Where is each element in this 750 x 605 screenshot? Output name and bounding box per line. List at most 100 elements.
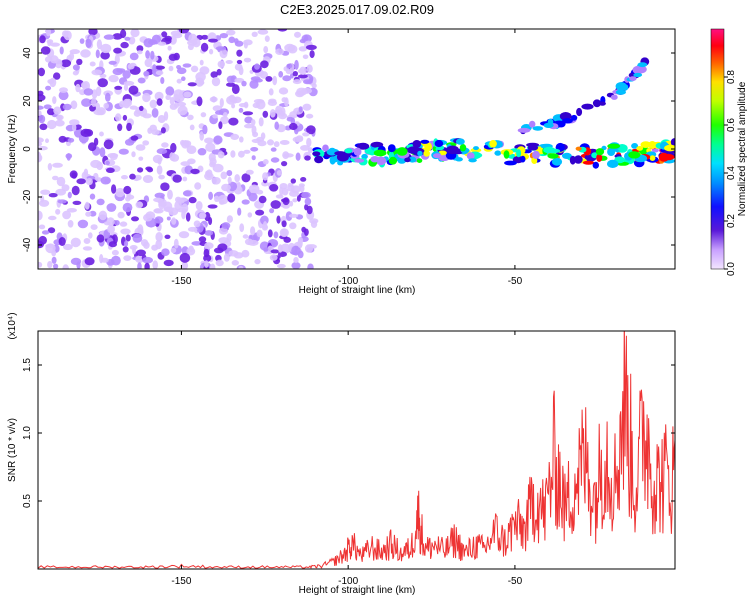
noise-blob	[69, 119, 80, 126]
signal-blob	[329, 156, 336, 165]
noise-blob	[258, 195, 267, 204]
noise-blob	[187, 226, 198, 232]
signal-blob	[489, 140, 497, 148]
noise-blob	[91, 97, 97, 107]
snr-x-axis-label: Height of straight line (km)	[299, 585, 416, 596]
noise-blob	[103, 34, 115, 40]
noise-blob	[223, 253, 230, 262]
noise-blob	[276, 215, 281, 224]
signal-blob	[456, 138, 465, 145]
noise-blob	[63, 30, 72, 41]
y-tick-label: 1.0	[22, 426, 33, 440]
noise-blob	[220, 116, 229, 125]
signal-blob	[503, 150, 510, 159]
noise-blob	[146, 167, 154, 173]
snr-x-ticks: -150 -100 -50	[171, 331, 523, 587]
noise-blob	[179, 252, 191, 263]
noise-blob	[122, 114, 128, 121]
noise-blob	[45, 85, 52, 91]
noise-blob	[152, 154, 163, 164]
noise-blob	[153, 197, 163, 203]
noise-blob	[170, 30, 182, 36]
noise-blob	[160, 182, 170, 191]
noise-blob	[250, 119, 256, 126]
noise-blob	[187, 114, 194, 121]
noise-blob	[79, 38, 85, 44]
noise-blob	[237, 207, 242, 216]
noise-blob	[50, 42, 60, 47]
noise-blob	[178, 29, 190, 34]
noise-blob	[279, 186, 284, 197]
signal-blob	[582, 160, 595, 165]
noise-blob	[273, 231, 279, 239]
noise-blob	[221, 222, 231, 230]
noise-blob	[209, 263, 216, 269]
signal-blob	[416, 158, 423, 164]
noise-blob	[98, 210, 108, 221]
noise-blob	[248, 184, 260, 194]
noise-blob	[129, 245, 138, 250]
snr-background	[38, 331, 675, 569]
noise-blob	[137, 167, 144, 173]
noise-blob	[59, 46, 64, 55]
noise-blob	[260, 60, 269, 69]
noise-blob	[263, 46, 269, 54]
noise-blob	[143, 241, 150, 249]
noise-blob	[120, 41, 129, 49]
noise-blob	[122, 202, 133, 213]
noise-blob	[61, 184, 70, 192]
signal-blob	[599, 101, 606, 106]
noise-blob	[262, 221, 268, 230]
noise-blob	[119, 221, 128, 227]
noise-blob	[131, 216, 139, 222]
noise-blob	[209, 157, 217, 166]
signal-blob	[596, 153, 603, 162]
noise-blob	[189, 124, 195, 131]
noise-blob	[257, 140, 267, 147]
noise-blob	[182, 63, 192, 68]
x-tick-label: -100	[338, 276, 358, 287]
noise-blob	[281, 229, 288, 237]
noise-blob	[150, 50, 155, 60]
noise-blob	[241, 199, 250, 205]
noise-blob	[293, 257, 299, 264]
noise-blob	[254, 78, 263, 83]
noise-blob	[297, 74, 308, 79]
noise-blob	[183, 91, 192, 98]
noise-blob	[155, 232, 163, 242]
signal-blob	[629, 76, 637, 81]
noise-blob	[291, 261, 301, 269]
signal-blob	[636, 146, 644, 151]
noise-blob	[106, 217, 115, 227]
noise-blob	[143, 70, 150, 77]
noise-blob	[155, 239, 163, 250]
signal-blob	[632, 65, 645, 75]
noise-blob	[120, 228, 131, 235]
noise-blob	[169, 151, 176, 161]
noise-blob	[242, 111, 254, 116]
noise-blob	[228, 117, 239, 126]
noise-blob	[306, 125, 316, 135]
signal-blob	[607, 159, 619, 168]
noise-blob	[152, 260, 158, 269]
signal-blob	[529, 120, 536, 128]
noise-blob	[114, 220, 120, 226]
noise-blob	[38, 224, 46, 230]
signal-blob	[532, 150, 540, 159]
noise-blob	[38, 105, 44, 110]
noise-blob	[107, 225, 115, 234]
noise-blob	[106, 203, 117, 212]
noise-blob	[200, 112, 207, 118]
colorbar-tick-label: 0.4	[726, 166, 737, 180]
signal-blob	[468, 158, 477, 163]
signal-blob	[417, 150, 423, 157]
noise-blob	[38, 110, 42, 117]
noise-blob	[81, 98, 92, 107]
noise-blob	[169, 97, 175, 106]
noise-blob	[172, 174, 182, 183]
noise-blob	[108, 60, 117, 65]
noise-blob	[58, 237, 66, 246]
noise-blob	[149, 99, 157, 109]
noise-blob	[88, 142, 97, 152]
noise-blob	[211, 177, 221, 185]
